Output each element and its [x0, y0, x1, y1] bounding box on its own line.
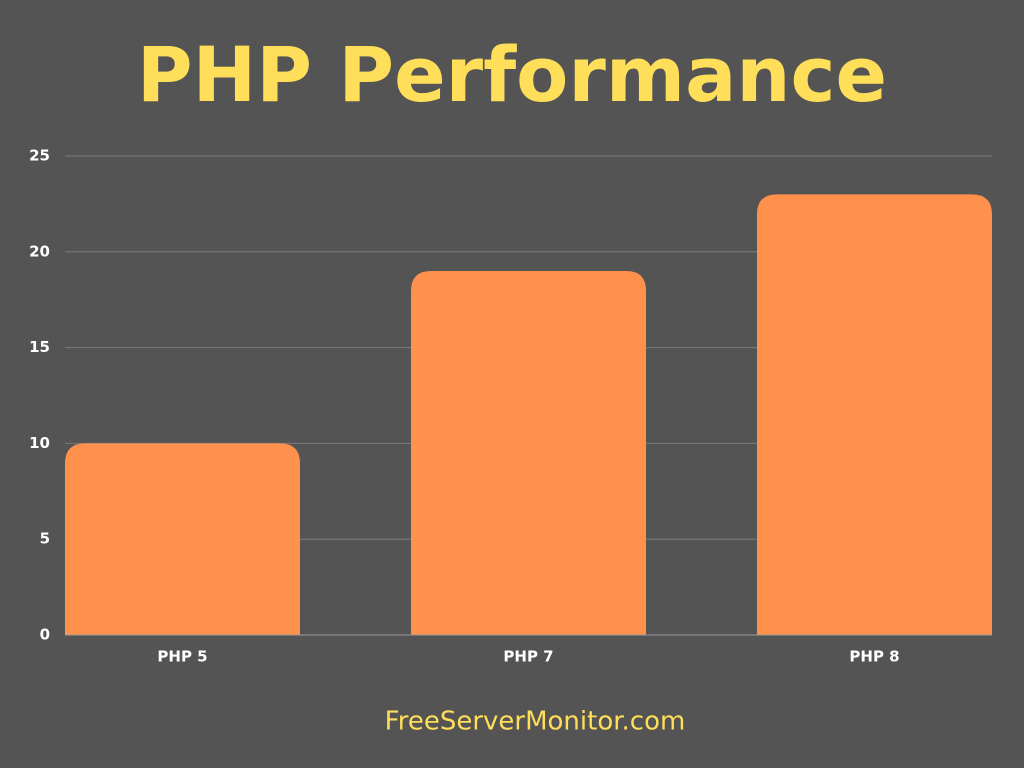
x-tick-label: PHP 5 [157, 648, 207, 666]
y-tick-label: 15 [29, 338, 50, 356]
y-tick-label: 5 [40, 530, 50, 548]
y-tick-label: 0 [40, 626, 50, 644]
bar [757, 194, 992, 635]
y-tick-label: 20 [29, 242, 50, 260]
footer: FreeServerMonitor.com [385, 707, 686, 737]
bar [411, 270, 646, 635]
x-tick-label: PHP 8 [849, 648, 899, 666]
chart-title: PHP Performance [137, 30, 887, 119]
y-tick-label: 10 [29, 434, 50, 452]
bar [65, 443, 300, 635]
y-tick-label: 25 [29, 147, 50, 165]
x-tick-label: PHP 7 [503, 648, 553, 666]
